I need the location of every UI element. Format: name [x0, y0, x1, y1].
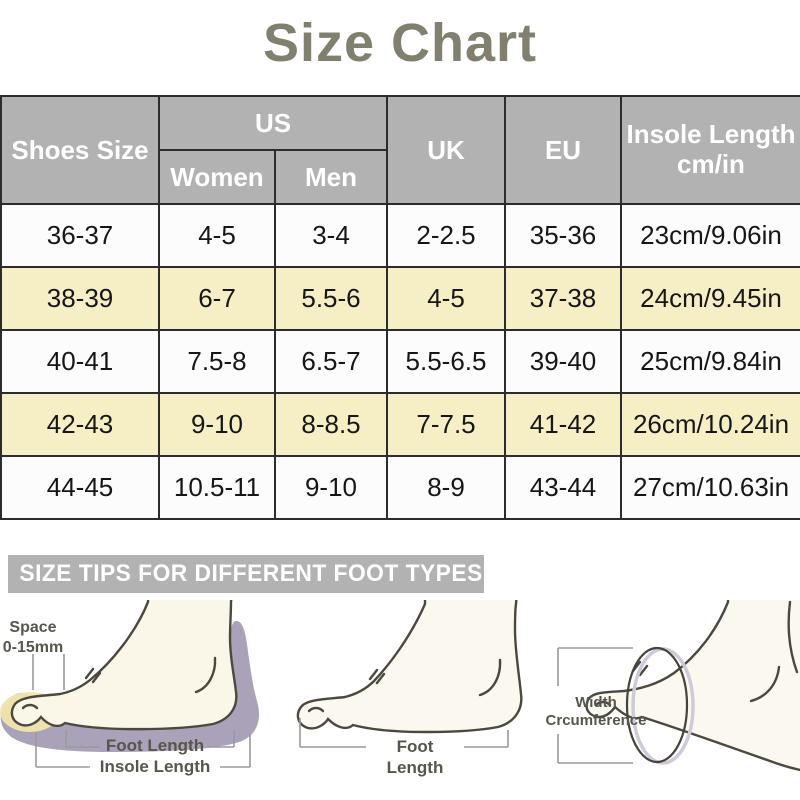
- table-cell: 5.5-6.5: [386, 329, 506, 394]
- table-row: 36-37 4-5 3-4 2-2.5 35-36 23cm/9.06in: [0, 203, 800, 268]
- foot-tips-illustrations: Space 0-15mm Foot Length Insole Length F…: [0, 600, 800, 800]
- foot-length-diagram: Foot Length: [290, 600, 545, 800]
- insole-length-measure-lines: [35, 732, 251, 768]
- foot-width-icon: [557, 600, 800, 772]
- header-eu: EU: [504, 95, 622, 205]
- space-label-line2: 0-15mm: [2, 638, 64, 656]
- toenail: [594, 700, 612, 707]
- page-title: Size Chart: [262, 13, 538, 73]
- foot-length-measure-lines: [65, 730, 235, 748]
- foot-outline: [585, 600, 800, 772]
- table-cell: 8-8.5: [274, 392, 388, 457]
- table-cell: 25cm/9.84in: [620, 329, 800, 394]
- header-us-women: Women: [158, 149, 276, 205]
- table-cell: 3-4: [274, 203, 388, 268]
- table-cell: 8-9: [386, 455, 506, 520]
- table-cell: 39-40: [504, 329, 622, 394]
- ankle-crease: [749, 665, 781, 703]
- header-us: US: [158, 95, 388, 151]
- header-insole-length: Insole Length cm/in: [620, 95, 800, 205]
- space-label: Space 0-15mm: [0, 618, 66, 657]
- table-cell: 42-43: [0, 392, 160, 457]
- table-cell: 4-5: [158, 203, 276, 268]
- width-measure-lines: [557, 647, 633, 764]
- table-cell: 2-2.5: [386, 203, 506, 268]
- table-cell: 9-10: [274, 455, 388, 520]
- table-cell: 6-7: [158, 266, 276, 331]
- table-cell: 40-41: [0, 329, 160, 394]
- table-cell: 35-36: [504, 203, 622, 268]
- table-row: 38-39 6-7 5.5-6 4-5 37-38 24cm/9.45in: [0, 266, 800, 331]
- header-us-men: Men: [274, 149, 388, 205]
- header-insole-line1: Insole Length: [626, 119, 796, 150]
- toe-detail: [368, 668, 386, 685]
- foot-length-label: Foot Length: [105, 736, 205, 755]
- width-circumference-label: Width Crcumference: [545, 694, 647, 731]
- table-cell: 7.5-8: [158, 329, 276, 394]
- foot-side-insole-icon: [0, 600, 260, 768]
- tips-banner-text: SIZE TIPS FOR DIFFERENT FOOT TYPES: [19, 560, 483, 587]
- tips-banner: SIZE TIPS FOR DIFFERENT FOOT TYPES: [8, 555, 484, 593]
- table-cell: 44-45: [0, 455, 160, 520]
- foot-length-measure-lines: [299, 718, 509, 748]
- width-label-line2: Crcumference: [545, 712, 647, 730]
- ankle-crease: [478, 658, 502, 697]
- toenail: [21, 703, 39, 710]
- table-row: 44-45 10.5-11 9-10 8-9 43-44 27cm/10.63i…: [0, 455, 800, 520]
- foot-length-label: Foot Length: [386, 737, 444, 777]
- size-table-header: Shoes Size US UK EU Insole Length cm/in …: [0, 95, 800, 205]
- table-cell: 27cm/10.63in: [620, 455, 800, 520]
- table-cell: 26cm/10.24in: [620, 392, 800, 457]
- header-uk: UK: [386, 95, 506, 205]
- header-insole-line2: cm/in: [677, 149, 745, 179]
- table-cell: 6.5-7: [274, 329, 388, 394]
- foot-side-icon: [296, 600, 523, 748]
- space-measure-lines: [32, 654, 65, 690]
- toenail: [307, 706, 325, 713]
- ankle-crease: [194, 656, 217, 694]
- insole-length-label: Insole Length: [99, 757, 211, 776]
- table-cell: 43-44: [504, 455, 622, 520]
- table-cell: 41-42: [504, 392, 622, 457]
- foot-width-diagram: Width Crcumference: [545, 600, 800, 800]
- table-row: 40-41 7.5-8 6.5-7 5.5-6.5 39-40 25cm/9.8…: [0, 329, 800, 394]
- leg-back-line: [787, 600, 799, 674]
- table-cell: 9-10: [158, 392, 276, 457]
- foot-insole-diagram: Space 0-15mm Foot Length Insole Length: [0, 600, 290, 800]
- table-cell: 36-37: [0, 203, 160, 268]
- space-label-line1: Space: [9, 619, 57, 636]
- width-label-line1: Width: [575, 694, 617, 711]
- header-shoes-size: Shoes Size: [0, 95, 160, 205]
- size-table: Shoes Size US UK EU Insole Length cm/in …: [0, 95, 800, 520]
- table-cell: 10.5-11: [158, 455, 276, 520]
- table-cell: 5.5-6: [274, 266, 388, 331]
- foot-outline: [10, 600, 238, 731]
- table-cell: 4-5: [386, 266, 506, 331]
- toe-detail: [84, 667, 102, 684]
- table-cell: 38-39: [0, 266, 160, 331]
- circumference-ellipse: [625, 646, 689, 764]
- foot-outline: [296, 600, 523, 734]
- table-cell: 37-38: [504, 266, 622, 331]
- table-cell: 23cm/9.06in: [620, 203, 800, 268]
- table-cell: 7-7.5: [386, 392, 506, 457]
- table-row: 42-43 9-10 8-8.5 7-7.5 41-42 26cm/10.24i…: [0, 392, 800, 457]
- table-cell: 24cm/9.45in: [620, 266, 800, 331]
